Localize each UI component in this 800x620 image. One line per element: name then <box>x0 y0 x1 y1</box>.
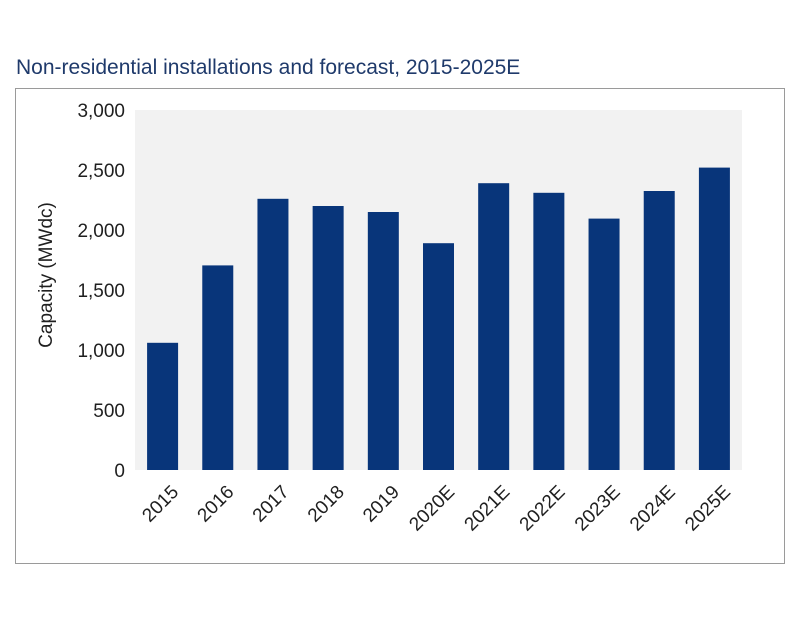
bar-2019 <box>367 212 399 470</box>
y-tick-label: 0 <box>114 461 125 482</box>
y-tick-label: 2,000 <box>77 221 125 242</box>
y-axis-title: Capacity (MWdc) <box>36 202 57 348</box>
x-tick-label: 2019 <box>359 482 404 527</box>
y-axis-ticks: 0 500 1,000 1,500 2,000 2,500 3,000 <box>77 101 125 482</box>
chart-frame <box>15 88 785 564</box>
x-tick-label: 2021E <box>461 482 515 536</box>
x-tick-label: 2016 <box>194 482 239 527</box>
y-tick-label: 1,500 <box>77 281 125 302</box>
x-axis-ticks: 2015 2016 2017 2018 2019 2020E 2021E 2022E 2023E… <box>138 482 735 536</box>
y-tick-label: 500 <box>93 401 125 422</box>
bar-2017 <box>257 198 289 471</box>
x-tick-label: 2017 <box>249 482 294 527</box>
chart-title: Non-residential installations and foreca… <box>16 56 521 79</box>
bar-2025E <box>698 167 730 470</box>
x-tick-label: 2022E <box>516 482 570 536</box>
x-tick-label: 2018 <box>304 482 349 527</box>
x-tick-label: 2015 <box>138 482 183 527</box>
y-tick-label: 2,500 <box>77 161 125 182</box>
bar-2018 <box>312 206 344 470</box>
x-tick-label: 2023E <box>571 482 625 536</box>
bar-2021E <box>478 183 510 470</box>
bar-2023E <box>588 218 620 470</box>
y-tick-label: 1,000 <box>77 341 125 362</box>
bars <box>147 167 730 471</box>
bar-2022E <box>533 192 565 471</box>
x-tick-label: 2025E <box>681 482 735 536</box>
bar-2024E <box>643 191 675 470</box>
bar-2020E <box>423 243 454 470</box>
bar-2015 <box>147 342 179 470</box>
y-tick-label: 3,000 <box>77 101 125 122</box>
x-tick-label: 2024E <box>626 482 680 536</box>
x-tick-label: 2020E <box>405 482 459 536</box>
bar-2016 <box>202 265 234 470</box>
